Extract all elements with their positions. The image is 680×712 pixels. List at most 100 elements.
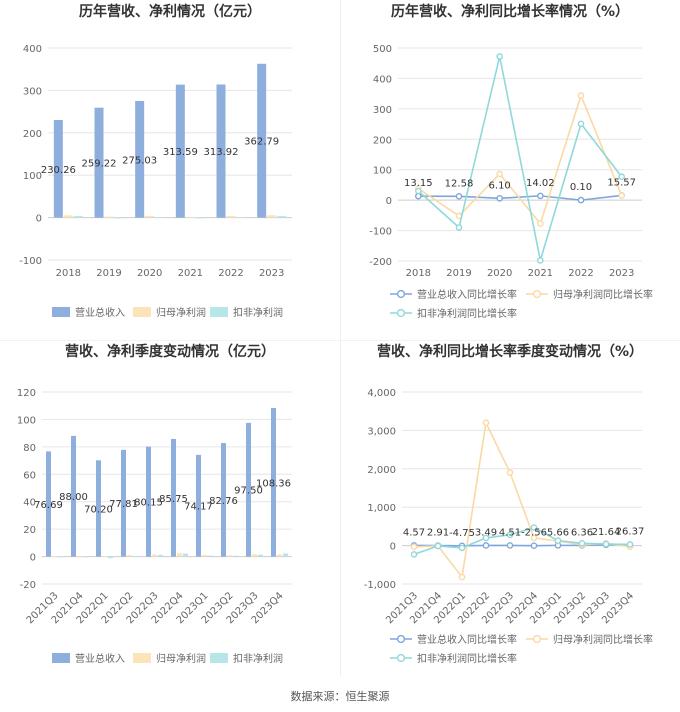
x-tick-label: 2018	[406, 268, 431, 279]
data-label: 313.59	[163, 147, 198, 158]
bar-parent-profit	[52, 556, 57, 557]
x-tick-label: 2023	[609, 268, 634, 279]
panel-divider-horizontal	[0, 340, 680, 341]
line-point	[482, 419, 490, 427]
data-label: 70.20	[84, 504, 113, 515]
legend-swatch-marker	[396, 289, 406, 299]
bar-revenue	[135, 100, 145, 218]
line-point	[577, 120, 585, 128]
line-revenue-growth	[418, 194, 622, 201]
legend-label: 扣非净利润同比增长率	[417, 652, 517, 665]
y-tick-label: 0	[36, 214, 42, 225]
bar-parent-profit	[252, 554, 257, 557]
data-label: 97.50	[234, 486, 263, 497]
line-point	[626, 541, 634, 548]
bar-revenue	[196, 454, 201, 557]
y-tick-label: 400	[373, 74, 392, 85]
bar-deducted-profit	[277, 216, 287, 218]
line-point	[577, 92, 585, 99]
bar-revenue	[46, 451, 51, 557]
quarterly-revenue-profit-chart: 营收、净利季度变动情况（亿元）-200204060801001202021Q32…	[17, 343, 292, 665]
line-point	[496, 194, 503, 202]
y-tick-label: 500	[373, 44, 392, 55]
bar-revenue	[246, 422, 251, 557]
line-point	[434, 542, 442, 550]
legend-label: 归母净利润	[156, 652, 206, 665]
data-label: 26.37	[616, 527, 645, 538]
bar-parent-profit	[267, 215, 277, 218]
legend-swatch	[210, 653, 228, 663]
legend-swatch	[133, 307, 151, 317]
bar-deducted-profit	[195, 217, 205, 219]
y-tick-label: 0	[386, 196, 392, 207]
data-label: 77.81	[109, 499, 138, 510]
data-source-footer: 数据来源：恒生聚源	[290, 690, 390, 703]
line-point	[537, 257, 544, 264]
legend-label: 营业总收入	[75, 306, 125, 319]
legend-label: 归母净利润同比增长率	[553, 288, 653, 301]
bar-parent-profit	[185, 216, 195, 218]
y-tick-label: -200	[369, 257, 392, 268]
y-tick-label: 20	[23, 525, 36, 536]
x-tick-label: 2022	[568, 268, 593, 279]
legend-swatch	[210, 307, 228, 317]
line-point	[530, 534, 538, 542]
legend-swatch-marker	[396, 653, 406, 663]
legend-swatch	[52, 653, 70, 663]
y-tick-label: -20	[20, 580, 36, 591]
line-point	[537, 220, 544, 227]
bar-parent-profit	[227, 555, 232, 557]
legend-label: 营业总收入同比增长率	[417, 288, 517, 301]
line-point	[410, 543, 418, 551]
y-tick-label: 3,000	[367, 426, 396, 437]
bar-parent-profit	[277, 554, 282, 557]
line-point	[577, 196, 585, 204]
legend-swatch-marker	[532, 289, 542, 299]
legend-swatch	[133, 653, 151, 663]
bar-revenue	[71, 435, 76, 557]
bar-deducted-profit	[108, 556, 113, 559]
data-label: 4.51	[499, 527, 521, 538]
line-point	[415, 192, 422, 200]
y-tick-label: 1,000	[367, 503, 396, 514]
line-deducted-profit-growth	[417, 56, 623, 261]
annual-growth-rate-chart: 历年营收、净利同比增长率情况（%） -200 -100 0 100 200 300 400 50…	[369, 3, 653, 320]
line-point	[458, 544, 466, 552]
x-tick-label: 2023	[259, 268, 284, 279]
data-label: 12.58	[445, 178, 474, 189]
data-label: -2.56	[521, 528, 547, 539]
line-point	[506, 531, 514, 539]
data-label: 362.79	[244, 137, 279, 148]
data-label: 6.36	[571, 527, 593, 538]
data-label: 88.00	[59, 492, 88, 503]
y-tick-label: 300	[23, 86, 42, 97]
bar-revenue	[175, 84, 185, 218]
line-revenue-growth	[413, 543, 631, 547]
chart-title: 营收、净利季度变动情况（亿元）	[65, 343, 275, 360]
quarterly-growth-rate-chart: 营收、净利同比增长率季度变动情况（%） -1,000 0 1,000 2,000 3,00…	[364, 343, 653, 665]
line-point	[530, 542, 538, 549]
y-tick-label: 100	[373, 166, 392, 177]
data-label: 5.66	[547, 527, 569, 538]
y-tick-label: 40	[23, 498, 36, 509]
line-point	[537, 192, 544, 200]
line-point	[496, 170, 503, 178]
y-tick-label: 300	[373, 105, 392, 116]
y-tick-label: 100	[17, 415, 36, 426]
data-label: -4.75	[449, 528, 475, 539]
line-point	[618, 192, 625, 199]
y-tick-label: 80	[23, 443, 36, 454]
legend-label: 扣非净利润	[233, 306, 283, 319]
y-tick-label: -100	[19, 256, 42, 267]
y-tick-label: 2,000	[367, 465, 396, 476]
line-point	[496, 53, 503, 60]
x-tick-label: 2021	[528, 268, 553, 279]
y-tick-label: 100	[23, 171, 42, 182]
line-point	[506, 469, 514, 476]
bar-deducted-profit	[58, 556, 63, 558]
legend-label: 归母净利润同比增长率	[553, 633, 653, 646]
data-label: 76.69	[34, 500, 63, 511]
line-deducted-profit-growth	[413, 526, 631, 556]
y-tick-label: 60	[23, 470, 36, 481]
y-tick-label: 400	[23, 44, 42, 55]
